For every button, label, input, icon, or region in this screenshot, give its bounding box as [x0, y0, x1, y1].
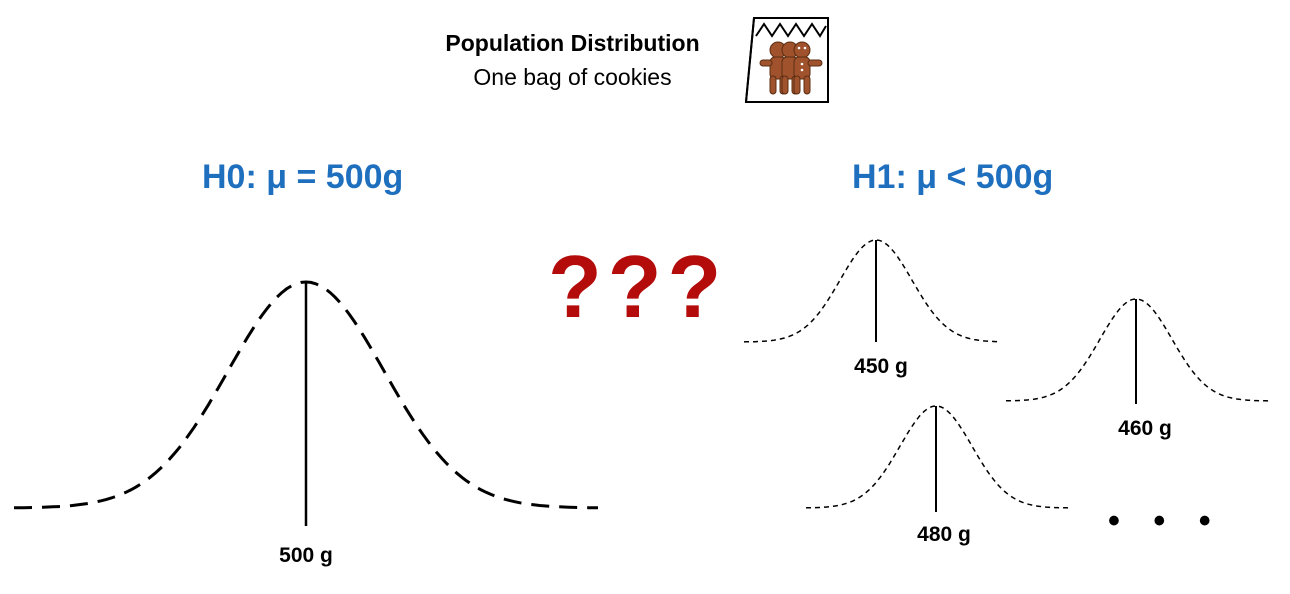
h1-curve-460 [1006, 298, 1270, 402]
diagram-subtitle: One bag of cookies [473, 64, 672, 90]
continuation-dots: • • • [1108, 502, 1223, 540]
alternative-hypothesis-label: H1: μ < 500g [852, 158, 1054, 196]
h0-mean-label: 500 g [279, 544, 333, 567]
h1-label-460: 460 g [1118, 417, 1172, 440]
h1-label-450: 450 g [854, 355, 908, 378]
null-hypothesis-label: H0: μ = 500g [202, 158, 404, 196]
diagram-title: Population Distribution [445, 30, 700, 56]
h1-label-480: 480 g [917, 523, 971, 546]
question-marks: ??? [548, 237, 728, 336]
h1-curve-450 [743, 239, 1000, 343]
cookie-bag-icon [744, 17, 829, 103]
